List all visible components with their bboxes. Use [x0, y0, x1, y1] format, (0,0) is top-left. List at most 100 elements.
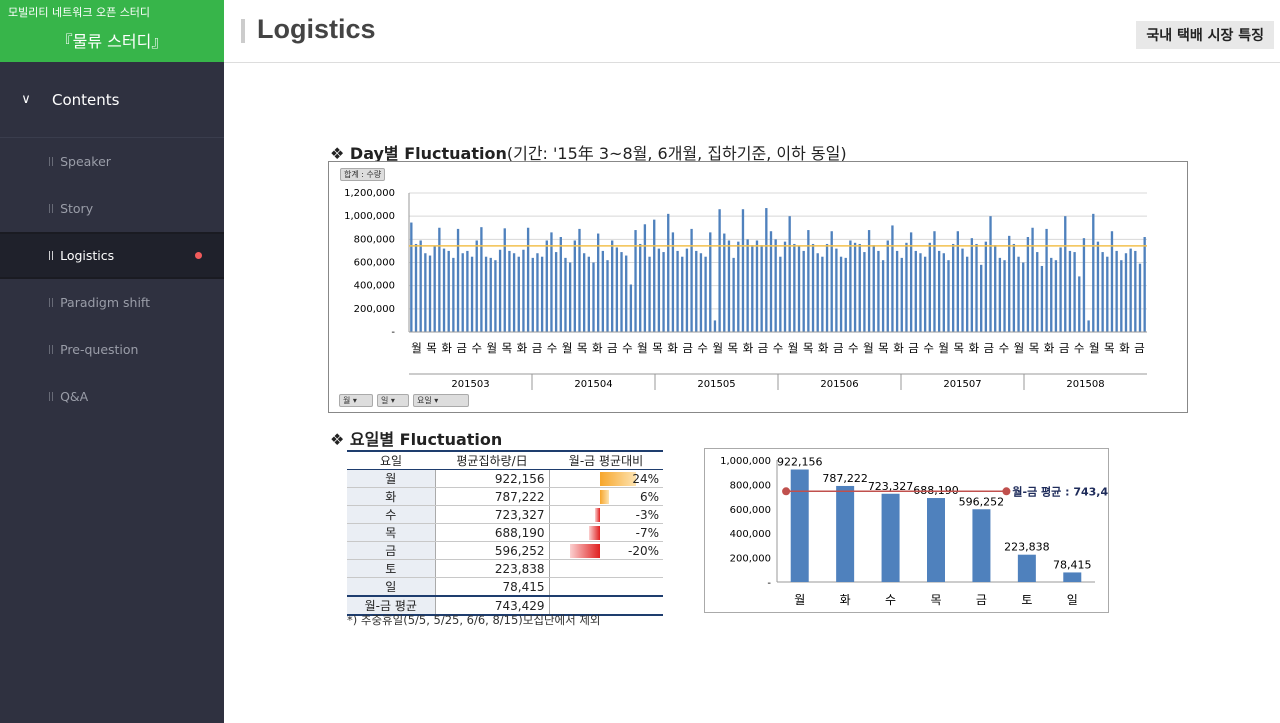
sum-field-button[interactable]: 합계 : 수량 — [340, 168, 386, 181]
day-tick-label: 금 — [1059, 341, 1070, 355]
data-label: 723,327 — [868, 480, 914, 493]
daily-bar — [811, 243, 815, 332]
table-row: 금 596,252 -20% — [347, 541, 663, 560]
daily-bar — [1059, 247, 1062, 332]
filter-label: 요일 — [417, 396, 432, 405]
col-header-avg: 평균집하량/日 — [435, 450, 549, 470]
daily-bar — [1012, 243, 1016, 332]
data-label: 787,222 — [822, 472, 868, 485]
pct-cell: 6% — [549, 487, 663, 506]
day-heading-period: (기간: '15年 3~8월, 6개월, 집하기준, 이하 동일) — [506, 144, 847, 163]
daily-bar — [713, 320, 717, 332]
sidebar-item-logistics[interactable]: || Logistics — [0, 232, 224, 279]
daily-bar — [433, 246, 436, 332]
daily-bar — [531, 257, 534, 332]
filter-button[interactable]: 일 ▾ — [377, 394, 409, 407]
sidebar-item-q-a[interactable]: || Q&A — [0, 373, 224, 420]
filter-label: 월 — [343, 396, 351, 405]
daily-bar — [536, 253, 539, 332]
daily-bar — [1101, 252, 1104, 332]
day-tick-label: 화 — [743, 341, 754, 355]
avg-cell: 922,156 — [434, 469, 550, 488]
daily-bar — [704, 256, 707, 332]
daily-bar — [564, 257, 567, 332]
daily-bar — [1022, 262, 1025, 332]
weekday-fluctuation-heading: ❖ 요일별 Fluctuation — [330, 430, 503, 449]
sidebar-item-paradigm-shift[interactable]: || Paradigm shift — [0, 279, 224, 326]
daily-bar — [1124, 253, 1128, 332]
x-tick-label: 일 — [1067, 593, 1078, 607]
daily-bar — [1120, 260, 1123, 332]
avg-cell: 723,327 — [434, 505, 550, 524]
daily-bar — [582, 253, 586, 332]
daily-bar — [452, 257, 455, 332]
daily-bar — [550, 232, 553, 332]
sidebar-item-label: Q&A — [60, 389, 89, 404]
daily-bar — [830, 231, 833, 332]
contents-toggle[interactable]: ∨ Contents — [0, 62, 224, 138]
daily-bar — [942, 253, 945, 332]
daily-bar — [442, 248, 446, 332]
day-tick-label: 화 — [1044, 341, 1055, 355]
daily-bar — [1031, 227, 1034, 332]
pct-databar — [599, 490, 609, 504]
day-tick-label: 목 — [577, 341, 588, 355]
daily-bar — [545, 240, 548, 332]
daily-bar — [951, 243, 955, 332]
day-tick-label: 월 — [863, 341, 874, 355]
daily-bar — [793, 243, 796, 332]
daily-bar — [1082, 238, 1086, 332]
sidebar-item-label: Story — [60, 201, 94, 216]
col-header-day: 요일 — [347, 450, 435, 470]
x-tick-label: 목 — [930, 593, 941, 607]
daily-bar — [438, 227, 441, 332]
footnote: *) 추중휴일(5/5, 5/25, 6/6, 8/15)모집단에서 제외 — [347, 613, 601, 627]
daily-bar — [1106, 256, 1109, 332]
daily-bar — [779, 256, 782, 332]
data-label: 596,252 — [959, 495, 1005, 508]
day-tick-label: 목 — [426, 341, 437, 355]
daily-bar — [732, 257, 735, 332]
daily-bar — [484, 256, 488, 332]
sidebar-item-label: Logistics — [60, 248, 115, 263]
pct-cell: -20% — [549, 541, 663, 560]
pct-databar — [589, 526, 600, 540]
daily-bar — [597, 233, 600, 332]
day-tick-label: 목 — [1104, 341, 1115, 355]
y-tick-label: - — [391, 327, 395, 338]
daily-bar — [881, 260, 885, 332]
weekday-bar — [836, 485, 855, 582]
daily-bar — [1115, 250, 1118, 332]
sidebar-item-story[interactable]: || Story — [0, 185, 224, 232]
day-tick-label: 수 — [471, 341, 482, 355]
day-tick-label: 금 — [984, 341, 995, 355]
table-row: 수 723,327 -3% — [347, 505, 663, 524]
study-title: 『물류 스터디』 — [56, 32, 168, 51]
y-tick-label: 1,000,000 — [344, 211, 395, 222]
daily-bar — [905, 242, 908, 332]
day-tick-label: 목 — [953, 341, 964, 355]
sidebar-item-speaker[interactable]: || Speaker — [0, 138, 224, 185]
sidebar-item-pre-question[interactable]: || Pre-question — [0, 326, 224, 373]
day-tick-label: 월 — [712, 341, 723, 355]
daily-bar — [508, 250, 511, 332]
nav-bar-icon: || — [48, 297, 55, 308]
y-tick-label: 200,000 — [354, 304, 395, 315]
daily-bar — [788, 216, 791, 332]
y-tick-label: 400,000 — [354, 281, 395, 292]
daily-bar — [611, 240, 614, 332]
day-tick-label: 금 — [607, 341, 618, 355]
filter-button[interactable]: 월 ▾ — [339, 394, 373, 407]
pct-label: -7% — [635, 525, 659, 540]
page-header: Logistics 국내 택배 시장 특징 — [224, 0, 1280, 63]
day-tick-label: 수 — [547, 341, 558, 355]
daily-bar — [760, 245, 763, 332]
x-tick-label: 금 — [976, 593, 987, 607]
daily-bar — [554, 252, 558, 332]
daily-chart: 합계 : 수량 1,200,000 1,000,000 800,000 600,000… — [328, 161, 1188, 413]
daily-bar — [751, 245, 754, 332]
daily-bar — [601, 250, 605, 332]
daily-bar — [648, 256, 651, 332]
filter-button[interactable]: 요일 ▾ — [413, 394, 469, 407]
weekday-chart-svg: 1,000,000 800,000 600,000 400,000 200,000 - 92… — [720, 455, 1138, 607]
